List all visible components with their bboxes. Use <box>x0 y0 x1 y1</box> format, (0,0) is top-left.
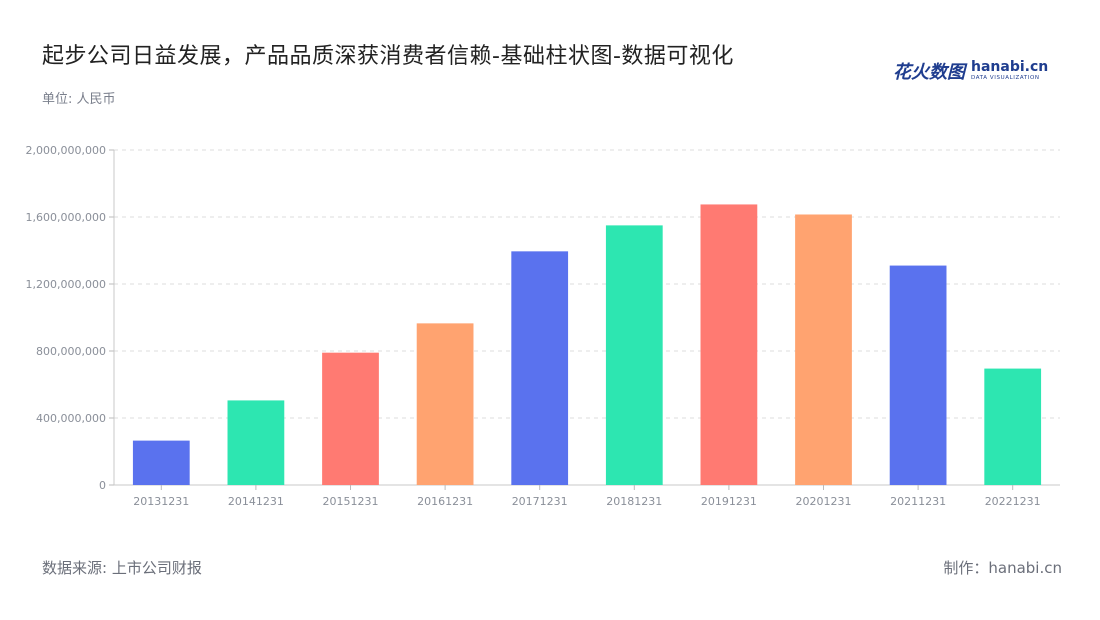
x-tick-label: 20181231 <box>606 495 662 508</box>
x-tick-label: 20141231 <box>228 495 284 508</box>
y-tick-label: 400,000,000 <box>36 412 106 425</box>
x-tick-label: 20171231 <box>512 495 568 508</box>
bar <box>605 225 663 485</box>
bar <box>227 400 285 485</box>
x-tick-label: 20191231 <box>701 495 757 508</box>
chart-title: 起步公司日益发展，产品品质深获消费者信赖-基础柱状图-数据可视化 <box>42 44 734 69</box>
x-tick-label: 20131231 <box>133 495 189 508</box>
x-tick-label: 20221231 <box>985 495 1041 508</box>
bar <box>795 214 852 486</box>
x-tick-label: 20161231 <box>417 495 473 508</box>
brand-logo: 花火数图 hanabi.cn DATA VISUALIZATION <box>893 58 1048 84</box>
y-tick-label: 2,000,000,000 <box>26 144 106 157</box>
y-tick-label: 800,000,000 <box>36 345 106 358</box>
y-tick-label: 1,600,000,000 <box>26 211 106 224</box>
bar <box>132 440 190 485</box>
x-tick-label: 20151231 <box>323 495 379 508</box>
bar <box>416 323 474 485</box>
bar <box>889 265 947 485</box>
logo-en-block: hanabi.cn DATA VISUALIZATION <box>971 60 1048 82</box>
unit-label: 单位: 人民币 <box>42 92 116 107</box>
x-tick-label: 20201231 <box>796 495 852 508</box>
logo-sub-text: DATA VISUALIZATION <box>971 75 1040 82</box>
logo-en-text: hanabi.cn <box>971 59 1049 76</box>
bar <box>984 368 1042 485</box>
logo-cn-text: 花火数图 <box>893 62 965 83</box>
data-source: 数据来源: 上市公司财报 <box>42 559 202 577</box>
x-tick-label: 20211231 <box>890 495 946 508</box>
y-tick-label: 1,200,000,000 <box>26 278 106 291</box>
bar <box>322 352 379 485</box>
bar <box>511 251 569 485</box>
credit-label: 制作：hanabi.cn <box>943 559 1062 577</box>
bar <box>700 204 758 485</box>
y-tick-label: 0 <box>99 479 106 492</box>
